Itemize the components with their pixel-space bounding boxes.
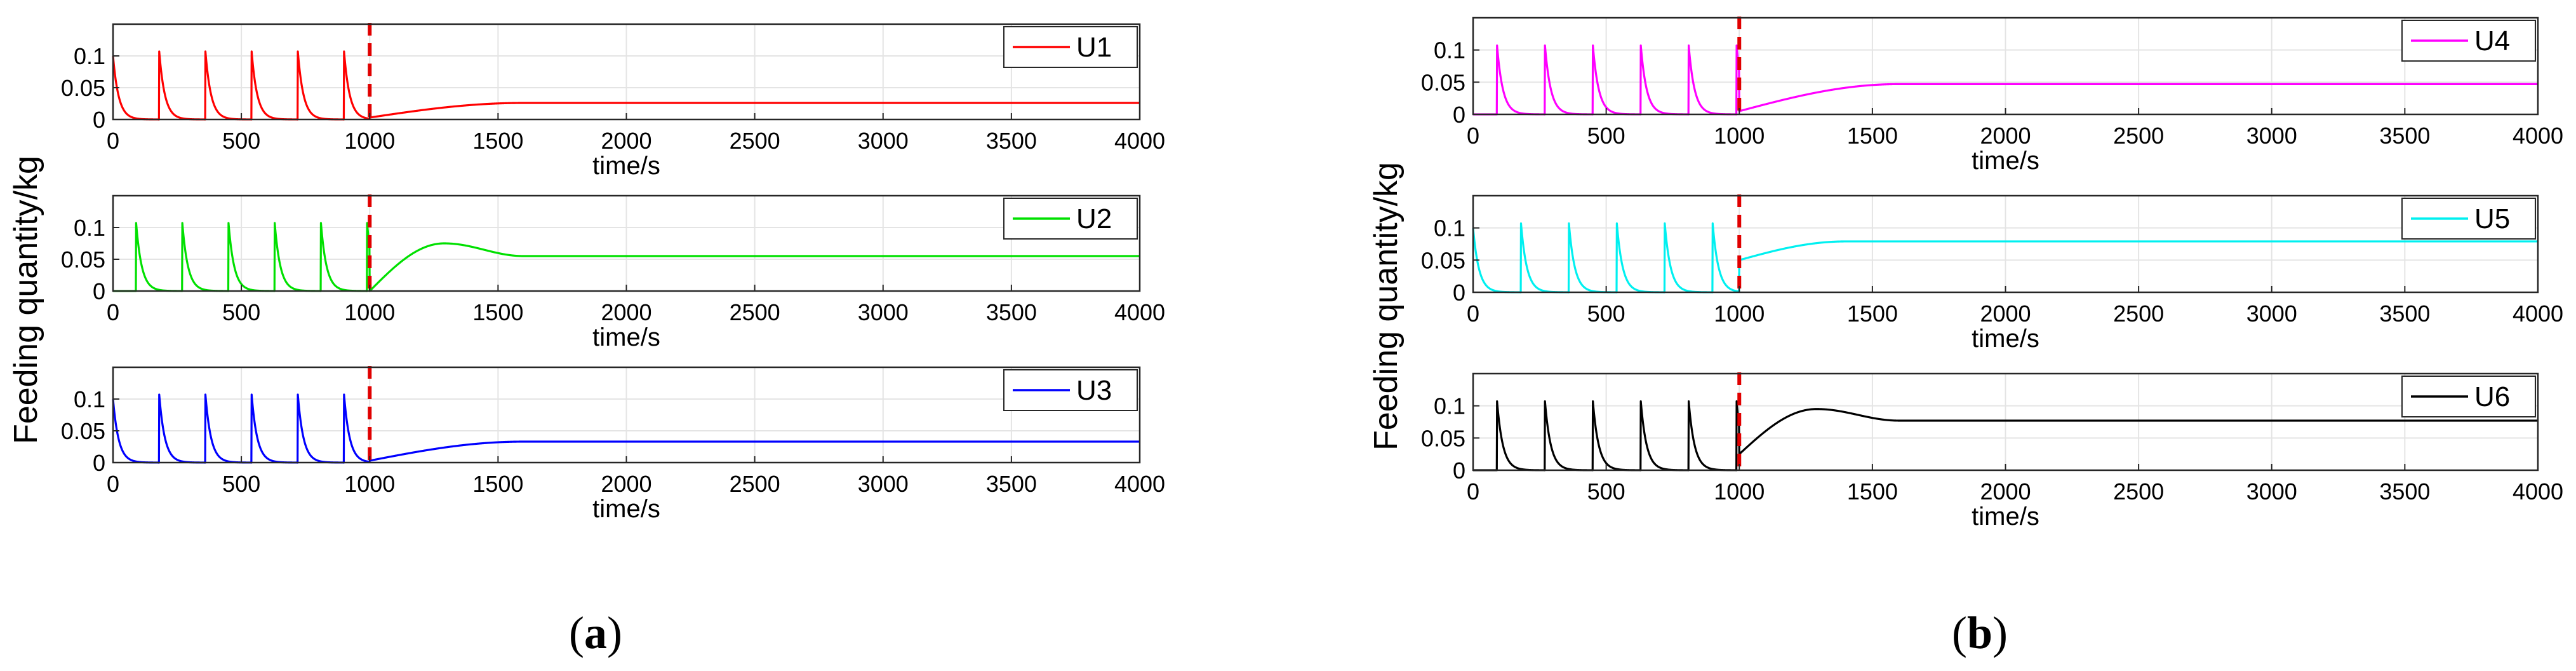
x-tick-label: 1500 — [1847, 301, 1898, 327]
x-tick-label: 0 — [1467, 478, 1479, 505]
x-tick-label: 1500 — [1847, 478, 1898, 505]
x-tick-label: 4000 — [2513, 478, 2563, 505]
y-axis-label-b: Feeding quantity/kg — [1368, 162, 1405, 451]
x-tick-label: 2000 — [1980, 123, 2031, 149]
series-line-u2 — [112, 222, 1141, 292]
x-axis-label: time/s — [592, 495, 660, 523]
subplot-u2: 0 500 1000 1500 2000 2500 3000 3500 400000.050.1… — [61, 194, 1165, 351]
x-tick-label: 500 — [1587, 123, 1625, 149]
x-axis-label: time/s — [1972, 325, 2039, 353]
x-axis-label: time/s — [1972, 503, 2039, 531]
x-tick-label: 0 — [107, 128, 119, 154]
y-tick-label: 0 — [93, 278, 105, 304]
caption-a: (a) — [569, 607, 622, 658]
y-tick-label: 0.1 — [1434, 37, 1465, 64]
x-tick-label: 4000 — [1114, 471, 1165, 497]
caption-b: (b) — [1952, 607, 2008, 658]
legend-label: U5 — [2474, 203, 2510, 234]
x-axis-label: time/s — [592, 152, 660, 180]
subplot-u1: 0 500 1000 1500 2000 2500 3000 3500 4000 0 0.05 0.1… — [61, 23, 1165, 180]
x-tick-label: 2500 — [2113, 478, 2164, 505]
x-tick-label: 3000 — [858, 128, 909, 154]
x-tick-label: 4000 — [2513, 123, 2563, 149]
x-tick-label: 1500 — [1847, 123, 1898, 149]
subplot-u6: 0 500 1000 1500 2000 2500 3000 3500 4000 0 0.05 0.1… — [1421, 372, 2563, 531]
y-tick-label: 0 — [1453, 458, 1465, 484]
x-tick-label: 0 — [1467, 301, 1479, 327]
x-tick-label: 1000 — [344, 128, 395, 154]
x-tick-label: 3500 — [986, 128, 1037, 154]
x-tick-label: 1000 — [1714, 301, 1765, 327]
x-tick-label: 1000 — [344, 471, 395, 497]
x-tick-label: 2500 — [2113, 123, 2164, 149]
x-tick-label: 3000 — [2246, 478, 2297, 505]
legend-label: U3 — [1076, 375, 1112, 406]
x-tick-label: 0 — [1467, 123, 1479, 149]
x-tick-label: 2500 — [730, 471, 780, 497]
x-tick-label: 0 — [107, 299, 119, 325]
x-tick-label: 3000 — [2246, 123, 2297, 149]
x-tick-label: 2500 — [730, 299, 780, 325]
x-tick-label: 3500 — [2379, 478, 2430, 505]
y-tick-label: 0 — [1453, 102, 1465, 128]
x-tick-label: 4000 — [1114, 128, 1165, 154]
x-tick-label: 0 — [107, 471, 119, 497]
x-tick-label: 4000 — [2513, 301, 2563, 327]
x-tick-label: 3500 — [986, 299, 1037, 325]
x-tick-label: 2000 — [601, 299, 651, 325]
x-axis-label: time/s — [1972, 147, 2039, 175]
x-tick-label: 1500 — [472, 299, 523, 325]
x-tick-label: 2000 — [601, 128, 651, 154]
y-tick-label: 0.05 — [1421, 247, 1465, 273]
x-tick-label: 2500 — [2113, 301, 2164, 327]
y-tick-label: 0.1 — [74, 43, 105, 69]
x-tick-label: 500 — [1587, 478, 1625, 505]
y-tick-label: 0.1 — [1434, 215, 1465, 241]
y-tick-label: 0 — [1453, 280, 1465, 306]
x-tick-label: 3500 — [2379, 301, 2430, 327]
y-tick-label: 0.1 — [74, 215, 105, 241]
y-tick-label: 0.1 — [1434, 393, 1465, 419]
x-axis-label: time/s — [592, 323, 660, 351]
series-line-u4 — [1472, 44, 2539, 116]
y-tick-label: 0.05 — [61, 418, 105, 444]
x-tick-label: 1000 — [1714, 123, 1765, 149]
x-tick-label: 500 — [1587, 301, 1625, 327]
x-tick-label: 3500 — [2379, 123, 2430, 149]
x-tick-label: 1500 — [472, 471, 523, 497]
x-tick-label: 2000 — [601, 471, 651, 497]
y-axis-label-a: Feeding quantity/kg — [8, 156, 44, 444]
x-tick-label: 2000 — [1980, 478, 2031, 505]
subplot-u4: 0 500 1000 1500 2000 2500 3000 3500 4000 0 0.05 0.1… — [1421, 17, 2563, 175]
x-tick-label: 3000 — [2246, 301, 2297, 327]
legend-label: U2 — [1076, 203, 1112, 234]
x-tick-label: 4000 — [1114, 299, 1165, 325]
legend-label: U6 — [2474, 381, 2510, 412]
x-tick-label: 1000 — [1714, 478, 1765, 505]
x-tick-label: 1500 — [472, 128, 523, 154]
y-tick-label: 0 — [93, 450, 105, 476]
x-tick-label: 3000 — [858, 471, 909, 497]
y-tick-label: 0.05 — [1421, 425, 1465, 451]
subplot-u5: 0 500 1000 1500 2000 2500 3000 3500 4000 0 0.05 0.1… — [1421, 194, 2563, 353]
subplot-u3: 0 500 1000 1500 2000 2500 3000 3500 4000 0 0.05 0.1… — [61, 366, 1165, 523]
y-tick-label: 0.05 — [1421, 69, 1465, 95]
series-line-u6 — [1472, 400, 2539, 471]
x-tick-label: 3000 — [858, 299, 909, 325]
y-tick-label: 0.05 — [61, 75, 105, 101]
y-tick-label: 0.1 — [74, 386, 105, 412]
x-tick-label: 2500 — [730, 128, 780, 154]
y-tick-label: 0.05 — [61, 247, 105, 273]
x-tick-label: 1000 — [344, 299, 395, 325]
x-tick-label: 500 — [222, 471, 260, 497]
x-tick-label: 500 — [222, 299, 260, 325]
legend-label: U1 — [1076, 32, 1112, 63]
legend-label: U4 — [2474, 25, 2510, 57]
y-tick-label: 0 — [93, 107, 105, 133]
x-tick-label: 2000 — [1980, 301, 2031, 327]
x-tick-label: 500 — [222, 128, 260, 154]
x-tick-label: 3500 — [986, 471, 1037, 497]
